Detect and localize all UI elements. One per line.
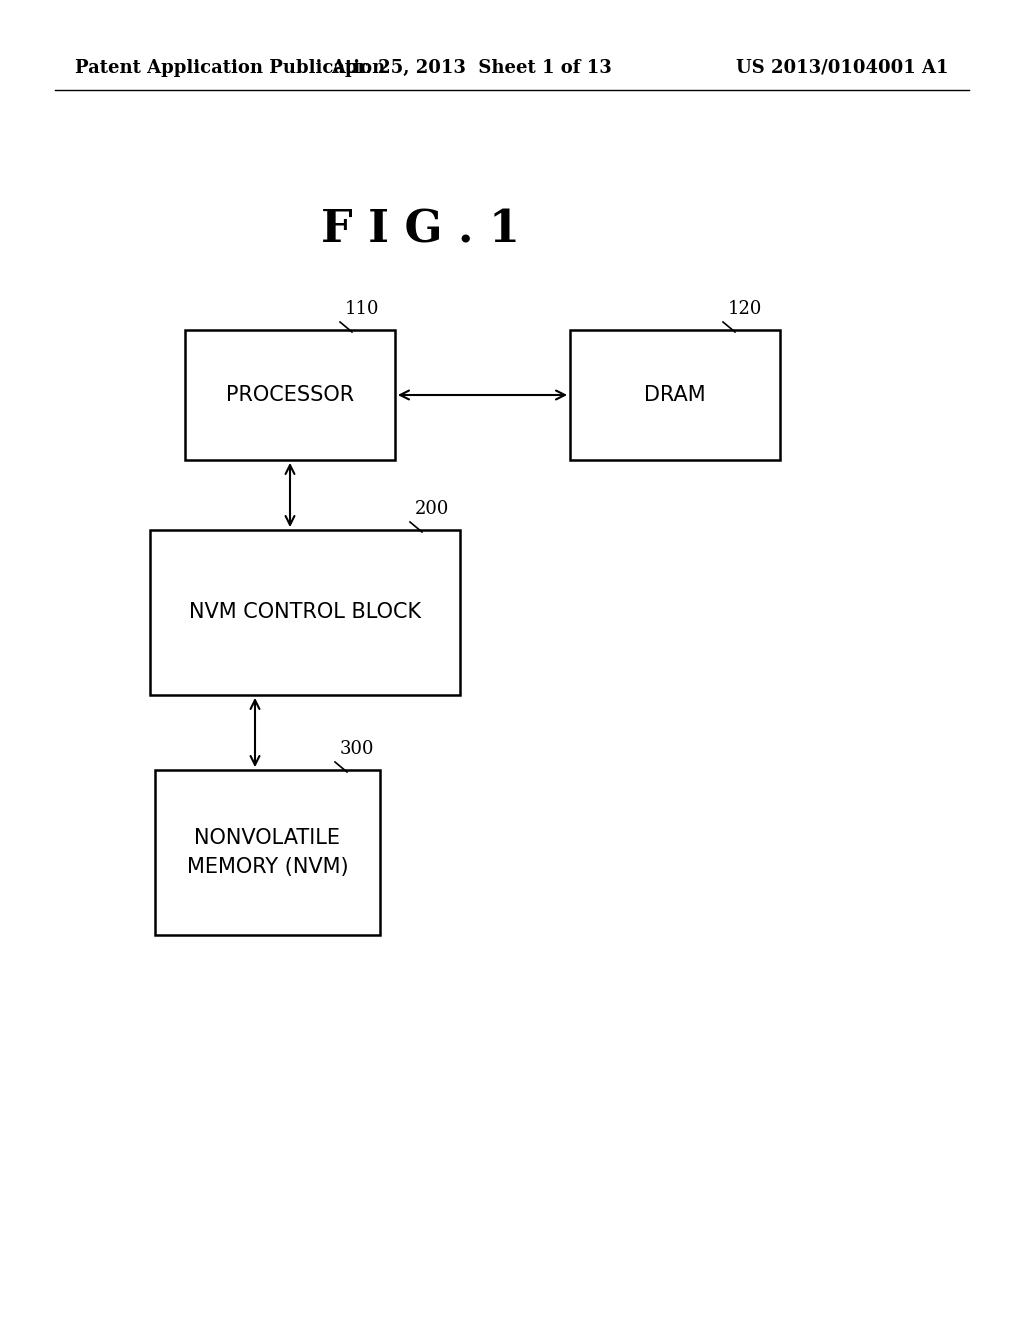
Bar: [185, 330, 395, 459]
Text: NONVOLATILE
MEMORY (NVM): NONVOLATILE MEMORY (NVM): [186, 829, 348, 876]
Text: Apr. 25, 2013  Sheet 1 of 13: Apr. 25, 2013 Sheet 1 of 13: [331, 59, 611, 77]
Text: 200: 200: [415, 500, 450, 517]
Bar: [155, 770, 380, 935]
Bar: [150, 531, 460, 696]
Text: DRAM: DRAM: [644, 385, 706, 405]
Text: 110: 110: [345, 300, 380, 318]
Text: PROCESSOR: PROCESSOR: [226, 385, 354, 405]
Text: Patent Application Publication: Patent Application Publication: [75, 59, 385, 77]
Text: US 2013/0104001 A1: US 2013/0104001 A1: [736, 59, 949, 77]
Text: 300: 300: [340, 741, 375, 758]
Text: F I G . 1: F I G . 1: [321, 209, 519, 252]
Text: 120: 120: [728, 300, 763, 318]
Text: NVM CONTROL BLOCK: NVM CONTROL BLOCK: [189, 602, 421, 623]
Bar: [570, 330, 780, 459]
